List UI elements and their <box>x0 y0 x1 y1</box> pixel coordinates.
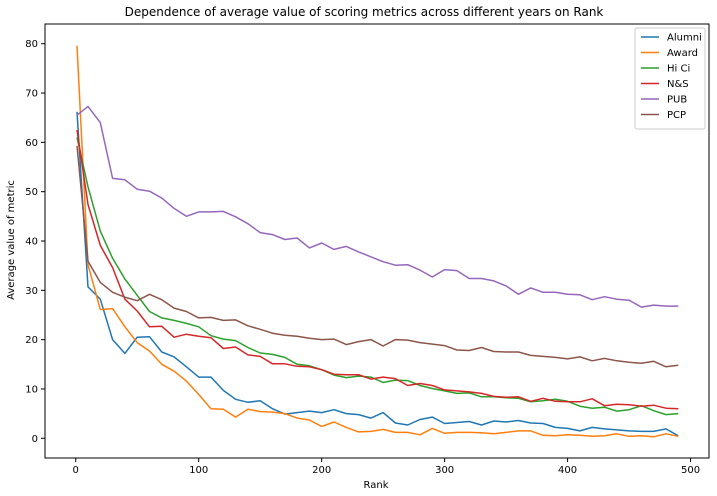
axes: 0 100 200 300 400 500 0 10 20 30 40 50 60 70 80 <box>25 23 710 476</box>
y-tick-label: 10 <box>25 384 38 395</box>
x-tick-label: 200 <box>312 465 331 476</box>
series-line-hi-ci <box>76 137 679 416</box>
plot-frame <box>44 23 710 459</box>
y-tick-label: 70 <box>25 89 38 100</box>
x-tick-label: 0 <box>73 465 79 476</box>
series-line-alumni <box>76 111 679 437</box>
y-tick-label: 50 <box>25 187 38 198</box>
y-tick-label: 60 <box>25 138 38 149</box>
legend: Alumni Award Hi Ci N&S PUB PCP <box>634 27 706 130</box>
series-line-award <box>76 45 679 438</box>
chart-title: Dependence of average value of scoring m… <box>125 5 604 19</box>
legend-label: Alumni <box>667 33 702 44</box>
series-line-pub <box>76 105 679 308</box>
series-lines <box>76 45 679 438</box>
y-tick-label: 0 <box>32 434 38 445</box>
y-tick-label: 40 <box>25 237 38 248</box>
x-tick-label: 100 <box>189 465 208 476</box>
series-line-n-s <box>76 129 679 410</box>
x-tick-label: 300 <box>435 465 454 476</box>
legend-label: PCP <box>667 110 686 121</box>
y-tick-label: 80 <box>25 39 38 50</box>
y-tick-label: 30 <box>25 286 38 297</box>
x-tick-label: 500 <box>681 465 700 476</box>
x-axis-title: Rank <box>364 480 389 491</box>
legend-label: N&S <box>667 79 689 90</box>
series-line-pcp <box>76 145 679 368</box>
legend-label: PUB <box>667 95 687 106</box>
legend-label: Award <box>667 48 698 59</box>
legend-label: Hi Ci <box>667 64 690 75</box>
x-tick-label: 400 <box>558 465 577 476</box>
y-tick-label: 20 <box>25 335 38 346</box>
y-axis-title: Average value of metric <box>6 180 17 300</box>
